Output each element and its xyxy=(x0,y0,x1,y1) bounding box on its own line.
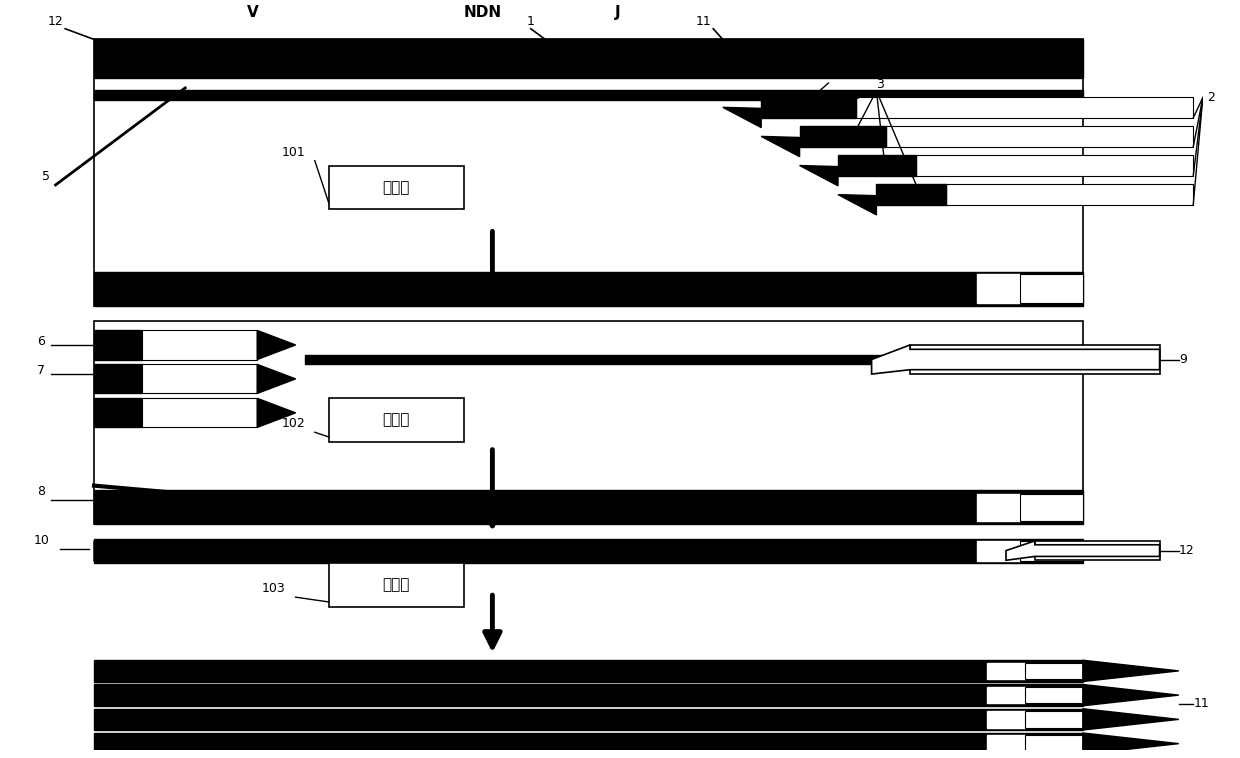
Bar xyxy=(1025,711,1083,728)
Polygon shape xyxy=(723,108,761,127)
Polygon shape xyxy=(94,541,133,561)
Bar xyxy=(1025,662,1083,679)
Bar xyxy=(143,330,257,359)
Bar xyxy=(1021,541,1083,561)
Polygon shape xyxy=(257,398,295,428)
Text: 11: 11 xyxy=(1193,697,1209,710)
Polygon shape xyxy=(1006,541,1159,560)
Text: J: J xyxy=(614,5,620,20)
Polygon shape xyxy=(800,165,838,186)
Bar xyxy=(94,684,1083,706)
Text: V: V xyxy=(247,5,258,20)
Text: 步骤四: 步骤四 xyxy=(383,578,410,593)
Text: NDN: NDN xyxy=(464,5,502,20)
Bar xyxy=(94,733,1083,754)
Bar xyxy=(94,321,1083,525)
Text: 8: 8 xyxy=(37,485,45,498)
Bar xyxy=(329,165,464,209)
Polygon shape xyxy=(1083,709,1179,730)
Bar xyxy=(887,126,1193,147)
Bar xyxy=(94,39,1083,78)
Bar xyxy=(329,563,464,607)
Bar xyxy=(761,96,857,118)
Bar xyxy=(838,155,916,176)
Text: 12: 12 xyxy=(1179,544,1194,557)
Bar xyxy=(94,365,143,393)
Bar xyxy=(987,735,1025,752)
Text: 102: 102 xyxy=(281,418,305,431)
Bar xyxy=(987,687,1025,703)
Bar xyxy=(143,398,257,428)
Text: 9: 9 xyxy=(1179,353,1187,366)
Polygon shape xyxy=(1083,660,1179,681)
Text: 5: 5 xyxy=(42,170,50,183)
Polygon shape xyxy=(1083,684,1179,706)
Text: 11: 11 xyxy=(696,15,712,28)
Bar xyxy=(987,662,1025,679)
Bar xyxy=(94,398,143,428)
Text: 101: 101 xyxy=(281,146,305,159)
Text: 步骤二: 步骤二 xyxy=(383,180,410,195)
Text: 6: 6 xyxy=(37,335,45,348)
Bar xyxy=(800,126,887,147)
Bar xyxy=(1021,274,1083,303)
Bar xyxy=(987,711,1025,728)
Bar xyxy=(1025,687,1083,703)
Bar xyxy=(329,398,464,442)
Bar xyxy=(94,490,1083,525)
Bar xyxy=(94,660,1083,681)
Bar xyxy=(143,365,257,393)
Polygon shape xyxy=(1083,733,1179,754)
Text: 3: 3 xyxy=(877,78,884,91)
Bar xyxy=(94,330,143,359)
Text: 103: 103 xyxy=(262,582,285,595)
Polygon shape xyxy=(257,330,295,359)
Text: 7: 7 xyxy=(37,364,45,377)
Polygon shape xyxy=(838,195,877,215)
Text: 12: 12 xyxy=(47,15,63,28)
Bar xyxy=(94,709,1083,730)
Bar xyxy=(946,184,1193,205)
Bar xyxy=(94,539,1083,563)
Bar xyxy=(977,541,1021,561)
Polygon shape xyxy=(761,136,800,157)
Bar xyxy=(94,272,1083,306)
Text: 10: 10 xyxy=(33,534,50,547)
Bar xyxy=(1035,541,1159,560)
Bar xyxy=(977,494,1021,521)
Bar xyxy=(910,345,1159,374)
Bar xyxy=(94,90,1083,99)
Bar xyxy=(94,39,1083,306)
Bar xyxy=(305,355,949,365)
Bar xyxy=(1021,494,1083,521)
Polygon shape xyxy=(872,345,1159,374)
Polygon shape xyxy=(257,365,295,393)
Bar xyxy=(977,274,1021,303)
Bar xyxy=(877,184,946,205)
Text: 1: 1 xyxy=(527,15,534,28)
Bar xyxy=(1025,735,1083,752)
Text: 2: 2 xyxy=(1208,91,1215,104)
Bar xyxy=(916,155,1193,176)
Bar xyxy=(857,96,1193,118)
Text: 4: 4 xyxy=(818,68,827,81)
Text: 步骤三: 步骤三 xyxy=(383,412,410,428)
